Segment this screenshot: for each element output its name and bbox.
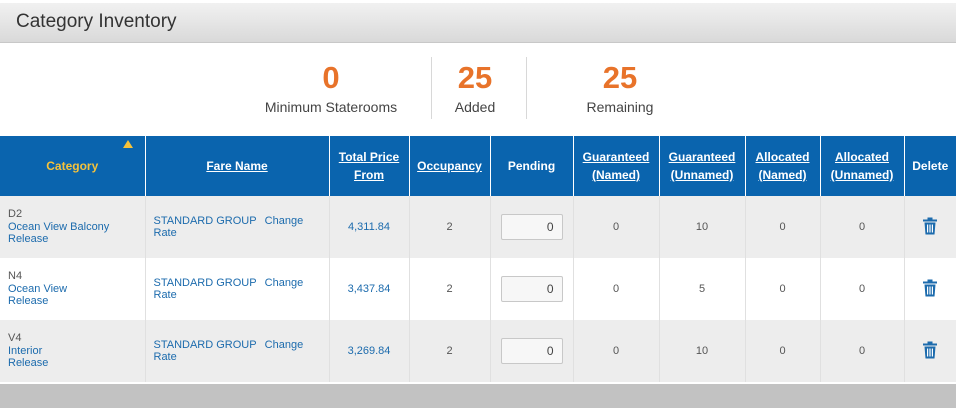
release-link[interactable]: Release: [8, 357, 49, 370]
guaranteed-named-cell: 0: [573, 320, 660, 382]
table-row: V4 Interior Release STANDARD GROUP Chang…: [0, 320, 956, 382]
fare-name-cell: STANDARD GROUP Change Rate: [145, 320, 330, 382]
stat-added: 25 Added: [435, 59, 515, 115]
category-cell: V4 Interior Release: [0, 320, 146, 382]
occupancy-cell: 2: [409, 320, 491, 382]
panel-title: Category Inventory: [16, 11, 177, 32]
category-code: N4: [8, 270, 23, 283]
guaranteed-unnamed-cell: 5: [659, 258, 746, 320]
change-rate-link[interactable]: Change Rate: [153, 277, 304, 301]
table-header-row: Category Fare Name Total Price From Occu…: [0, 136, 956, 196]
pending-input[interactable]: [500, 276, 563, 302]
table-row: N4 Ocean View Release STANDARD GROUP Cha…: [0, 258, 956, 320]
stat-value: 0: [322, 60, 340, 95]
stat-label: Added: [454, 99, 496, 115]
delete-cell: [904, 320, 956, 382]
pending-input[interactable]: [500, 214, 563, 240]
allocated-named-cell: 0: [745, 320, 821, 382]
fare-name-cell: STANDARD GROUP Change Rate: [145, 196, 330, 258]
allocated-named-cell: 0: [745, 258, 821, 320]
category-cell: D2 Ocean View Balcony Release: [0, 196, 146, 258]
pending-cell: [490, 258, 574, 320]
guaranteed-named-cell: 0: [573, 258, 660, 320]
column-header-allocated-named[interactable]: Allocated (Named): [745, 136, 821, 196]
fare-name-link[interactable]: STANDARD GROUP: [153, 339, 257, 351]
delete-cell: [904, 196, 956, 258]
occupancy-cell: 2: [409, 258, 491, 320]
stat-divider: [431, 57, 432, 119]
change-rate-link[interactable]: Change Rate: [153, 215, 304, 239]
stat-minimum-staterooms: 0 Minimum Staterooms: [257, 59, 405, 115]
stat-value: 25: [602, 60, 638, 95]
column-header-fare-name[interactable]: Fare Name: [145, 136, 330, 196]
guaranteed-named-cell: 0: [573, 196, 660, 258]
category-code: D2: [8, 208, 23, 221]
stat-value: 25: [457, 60, 493, 95]
category-link[interactable]: Interior: [8, 344, 43, 357]
column-header-allocated-unnamed[interactable]: Allocated (Unnamed): [820, 136, 905, 196]
panel-header: Category Inventory: [0, 3, 956, 43]
column-header-guaranteed-named[interactable]: Guaranteed (Named): [573, 136, 660, 196]
stat-remaining: 25 Remaining: [570, 59, 670, 115]
guaranteed-unnamed-cell: 10: [659, 196, 746, 258]
column-header-pending: Pending: [490, 136, 574, 196]
total-price-cell: 3,269.84: [329, 320, 410, 382]
stat-label: Minimum Staterooms: [264, 99, 398, 115]
fare-name-link[interactable]: STANDARD GROUP: [153, 277, 257, 289]
inventory-stats: 0 Minimum Staterooms 25 Added 25 Remaini…: [0, 43, 956, 136]
total-price-cell: 4,311.84: [329, 196, 410, 258]
category-link[interactable]: Ocean View: [8, 282, 68, 295]
trash-icon[interactable]: [922, 279, 938, 297]
delete-cell: [904, 258, 956, 320]
release-link[interactable]: Release: [8, 295, 49, 308]
trash-icon[interactable]: [922, 217, 938, 235]
stat-divider: [526, 57, 527, 119]
category-code: V4: [8, 332, 22, 345]
allocated-unnamed-cell: 0: [820, 258, 905, 320]
total-price-cell: 3,437.84: [329, 258, 410, 320]
allocated-named-cell: 0: [745, 196, 821, 258]
column-header-guaranteed-unnamed[interactable]: Guaranteed (Unnamed): [659, 136, 746, 196]
stat-label: Remaining: [586, 99, 654, 115]
column-header-category[interactable]: Category: [0, 136, 146, 196]
allocated-unnamed-cell: 0: [820, 320, 905, 382]
release-link[interactable]: Release: [8, 233, 49, 246]
pending-cell: [490, 320, 574, 382]
table-row: D2 Ocean View Balcony Release STANDARD G…: [0, 196, 956, 258]
footer-bar: [0, 384, 956, 408]
column-header-delete: Delete: [904, 136, 956, 196]
occupancy-cell: 2: [409, 196, 491, 258]
fare-name-cell: STANDARD GROUP Change Rate: [145, 258, 330, 320]
fare-name-link[interactable]: STANDARD GROUP: [153, 215, 257, 227]
column-header-occupancy[interactable]: Occupancy: [409, 136, 491, 196]
change-rate-link[interactable]: Change Rate: [153, 339, 304, 363]
allocated-unnamed-cell: 0: [820, 196, 905, 258]
category-inventory-table: Category Fare Name Total Price From Occu…: [0, 136, 956, 382]
sort-asc-icon: [122, 140, 133, 148]
pending-input[interactable]: [500, 338, 563, 364]
category-link[interactable]: Ocean View Balcony: [8, 220, 110, 233]
guaranteed-unnamed-cell: 10: [659, 320, 746, 382]
category-cell: N4 Ocean View Release: [0, 258, 146, 320]
pending-cell: [490, 196, 574, 258]
column-header-total-price[interactable]: Total Price From: [329, 136, 410, 196]
trash-icon[interactable]: [922, 341, 938, 359]
